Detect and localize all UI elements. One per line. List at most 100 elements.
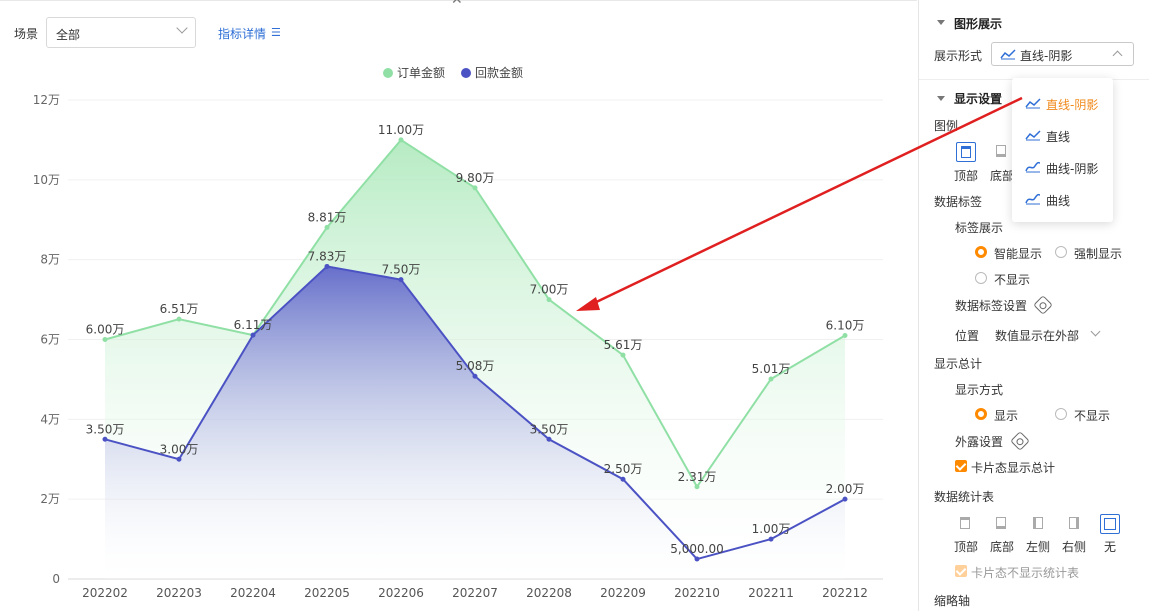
collapse-triangle-icon[interactable]: [937, 96, 945, 101]
data-label: 9.80万: [456, 171, 495, 185]
section-display-settings: 显示设置: [954, 92, 1003, 106]
data-point: [546, 297, 552, 303]
stats-pos-left-button[interactable]: [1029, 514, 1049, 534]
radio-smart-display[interactable]: [975, 246, 987, 258]
scene-select[interactable]: 全部: [46, 17, 196, 48]
legend-pos-bottom-button[interactable]: [992, 142, 1012, 162]
x-tick-label: 202210: [674, 586, 720, 600]
list-icon[interactable]: ☰: [271, 26, 281, 39]
data-label: 7.83万: [308, 249, 347, 263]
data-point: [768, 536, 774, 542]
y-tick-label: 8万: [40, 253, 60, 267]
x-tick-label: 202202: [82, 586, 128, 600]
data-point: [472, 185, 478, 191]
legend-pos-top-button[interactable]: [956, 142, 976, 162]
chevron-down-icon: [176, 22, 188, 34]
stats-pos-top-button[interactable]: [956, 514, 976, 534]
data-point: [620, 476, 626, 482]
data-label: 5,000.00: [670, 542, 723, 556]
line-chart-icon: [1025, 98, 1041, 109]
data-point: [102, 436, 108, 442]
legend-marker: [461, 68, 471, 78]
y-axis-ticks: 0 2万 4万 6万 8万 10万 12万: [33, 93, 60, 586]
stats-pos-right-button[interactable]: [1065, 514, 1085, 534]
show-opt-show: 显示: [994, 409, 1019, 423]
stats-pos-none-label: 无: [1104, 540, 1117, 554]
collapse-triangle-icon[interactable]: [937, 20, 945, 25]
data-label: 6.00万: [86, 323, 125, 337]
show-mode-label: 显示方式: [955, 383, 1004, 397]
label-opt-none: 不显示: [994, 273, 1031, 287]
legend-pos-top-label: 顶部: [954, 169, 979, 183]
data-label: 2.50万: [604, 462, 643, 476]
radio-show-total[interactable]: [975, 408, 987, 420]
dropdown-item-label: 曲线: [1046, 194, 1071, 208]
dropdown-item-curve[interactable]: 曲线: [1012, 184, 1113, 214]
dropdown-item-line-shadow[interactable]: 直线-阴影: [1012, 88, 1113, 118]
chart-legend[interactable]: 订单金额 回款金额: [383, 65, 523, 80]
stats-pos-none-button[interactable]: [1100, 514, 1120, 534]
data-point: [620, 352, 626, 358]
y-tick-label: 12万: [33, 93, 60, 107]
data-label: 5.08万: [456, 359, 495, 373]
dropdown-item-label: 直线: [1046, 130, 1071, 144]
data-label: 5.01万: [752, 362, 791, 376]
card-show-total-checkbox[interactable]: [955, 460, 967, 472]
dropdown-item-line[interactable]: 直线: [1012, 120, 1113, 150]
series-area: [105, 266, 845, 579]
y-tick-label: 0: [52, 572, 60, 586]
settings-gear-icon[interactable]: [1010, 431, 1030, 451]
data-point: [768, 376, 774, 382]
card-hide-stats-label: 卡片态不显示统计表: [971, 566, 1080, 580]
position-value[interactable]: 数值显示在外部: [995, 329, 1080, 343]
x-tick-label: 202211: [748, 586, 794, 600]
data-point: [176, 316, 182, 322]
label-opt-smart: 智能显示: [994, 247, 1043, 261]
data-label: 7.00万: [530, 283, 569, 297]
show-total-heading: 显示总计: [934, 357, 983, 371]
data-point: [842, 496, 848, 502]
data-point: [324, 263, 330, 269]
data-label: 3.00万: [160, 442, 199, 456]
y-tick-label: 10万: [33, 173, 60, 187]
legend-label: 图例: [934, 119, 959, 133]
data-point: [398, 277, 404, 283]
curve-chart-icon: [1025, 161, 1041, 173]
curve-chart-icon: [1025, 193, 1041, 205]
chart-panel: ✕ 场景 全部 指标详情 ☰ 订单金额 回款金额 0 2万 4万 6万 8万 10万 12万: [0, 0, 917, 600]
data-point: [472, 373, 478, 379]
data-point: [842, 333, 848, 339]
stats-table-heading: 数据统计表: [934, 490, 995, 504]
stats-pos-left-label: 左侧: [1026, 540, 1051, 554]
show-opt-hide: 不显示: [1074, 409, 1111, 423]
x-tick-label: 202206: [378, 586, 424, 600]
chevron-up-icon: [1112, 50, 1123, 61]
data-point: [102, 337, 108, 342]
stats-pos-bottom-label: 底部: [990, 540, 1015, 554]
settings-gear-icon[interactable]: [1033, 295, 1053, 315]
radio-hide-total[interactable]: [1055, 408, 1067, 420]
label-opt-force: 强制显示: [1074, 247, 1123, 261]
metric-detail-link[interactable]: 指标详情: [218, 27, 267, 41]
top-divider: [0, 0, 917, 1]
display-form-select[interactable]: 直线-阴影: [991, 42, 1134, 66]
stats-pos-bottom-button[interactable]: [992, 514, 1012, 534]
line-chart-icon: [1000, 49, 1016, 60]
legend-label: 订单金额: [397, 65, 445, 80]
position-label: 位置: [955, 329, 980, 343]
label-display-label: 标签展示: [955, 221, 1004, 235]
x-tick-label: 202208: [526, 586, 572, 600]
display-form-dropdown: 直线-阴影 直线 曲线-阴影 曲线: [1012, 78, 1113, 222]
radio-no-display[interactable]: [975, 272, 987, 284]
legend-marker: [383, 68, 393, 78]
x-tick-label: 202205: [304, 586, 350, 600]
chevron-down-icon[interactable]: [1090, 326, 1101, 337]
card-hide-stats-checkbox[interactable]: [955, 565, 967, 577]
data-label: 6.11万: [234, 318, 273, 332]
dropdown-item-curve-shadow[interactable]: 曲线-阴影: [1012, 152, 1113, 182]
data-point: [324, 224, 330, 230]
radio-force-display[interactable]: [1055, 246, 1067, 258]
stats-pos-top-label: 顶部: [954, 540, 979, 554]
close-icon[interactable]: ✕: [451, 0, 463, 8]
data-point: [694, 484, 700, 490]
